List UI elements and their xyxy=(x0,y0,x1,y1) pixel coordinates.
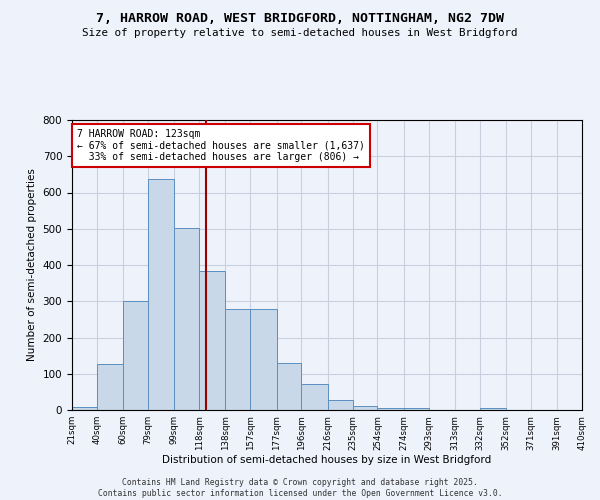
Bar xyxy=(123,300,148,410)
Bar xyxy=(480,408,506,410)
Bar xyxy=(404,408,428,410)
Bar xyxy=(377,408,404,410)
Bar xyxy=(226,309,250,410)
Bar xyxy=(353,406,377,410)
Text: 7 HARROW ROAD: 123sqm
← 67% of semi-detached houses are smaller (1,637)
  33% of: 7 HARROW ROAD: 123sqm ← 67% of semi-deta… xyxy=(77,128,365,162)
Text: 7, HARROW ROAD, WEST BRIDGFORD, NOTTINGHAM, NG2 7DW: 7, HARROW ROAD, WEST BRIDGFORD, NOTTINGH… xyxy=(96,12,504,26)
Bar xyxy=(72,407,97,410)
Y-axis label: Number of semi-detached properties: Number of semi-detached properties xyxy=(27,168,37,362)
Bar xyxy=(174,228,199,410)
Bar xyxy=(277,363,301,410)
Text: Contains HM Land Registry data © Crown copyright and database right 2025.
Contai: Contains HM Land Registry data © Crown c… xyxy=(98,478,502,498)
Bar xyxy=(97,364,123,410)
Text: Size of property relative to semi-detached houses in West Bridgford: Size of property relative to semi-detach… xyxy=(82,28,518,38)
Bar xyxy=(250,309,277,410)
Bar xyxy=(301,384,328,410)
X-axis label: Distribution of semi-detached houses by size in West Bridgford: Distribution of semi-detached houses by … xyxy=(163,456,491,466)
Bar xyxy=(328,400,353,410)
Bar xyxy=(148,179,174,410)
Bar xyxy=(199,271,226,410)
